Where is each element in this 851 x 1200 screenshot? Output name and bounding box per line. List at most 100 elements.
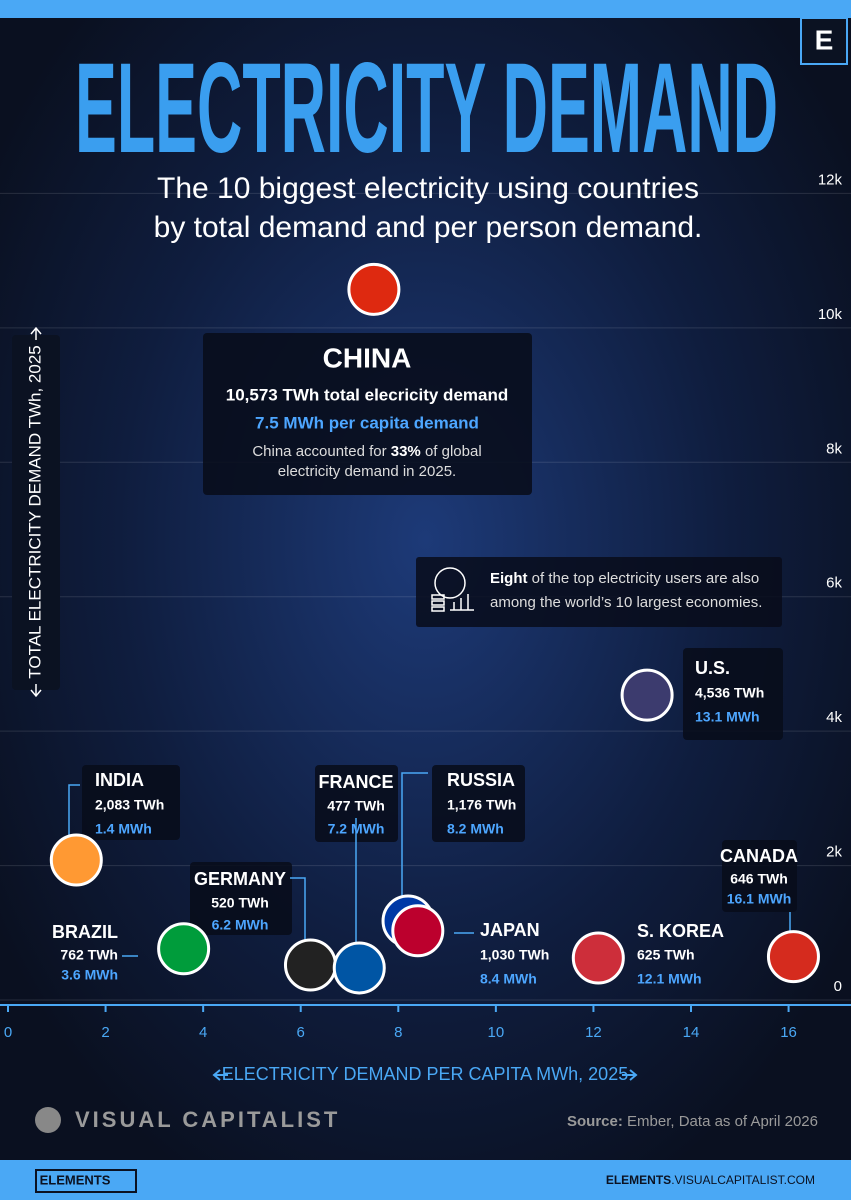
flag-point	[766, 930, 820, 984]
annotation-part: Eight	[490, 570, 528, 587]
point-name: JAPAN	[480, 920, 540, 940]
y-tick-label: 4k	[826, 709, 842, 726]
value-label: 10,573 TWh total elecricity demand	[226, 385, 508, 404]
x-axis-arrows	[212, 1069, 638, 1081]
point-name: INDIA	[95, 770, 144, 790]
labels: CHINA 10,573 TWh total elecricity demand 7…	[52, 342, 798, 986]
annotation: Eight of the top electricity users are a…	[490, 570, 759, 587]
x-tick-label: 0	[4, 1024, 12, 1041]
y-tick-label: 12k	[818, 171, 843, 188]
connector	[401, 772, 428, 902]
value-label: 2,083 TWh	[95, 797, 164, 813]
x-tick-label: 6	[297, 1024, 305, 1041]
label-box	[203, 333, 532, 495]
y-axis-label-box	[12, 335, 60, 690]
y-tick-label: 0	[834, 978, 842, 995]
marks	[49, 262, 820, 995]
source-part: Ember, Data as of April 2026	[623, 1113, 818, 1130]
label-box	[683, 648, 783, 740]
x-tick-label: 12	[585, 1024, 602, 1041]
x-value-label: 8.2 MWh	[447, 821, 504, 837]
y-tick-label: 10k	[818, 306, 843, 323]
url-part: .VISUALCAPITALIST.COM	[671, 1173, 815, 1187]
label-box	[315, 765, 398, 842]
x-axis-label: ELECTRICITY DEMAND PER CAPITA MWh, 2025	[222, 1064, 628, 1084]
logo: E	[815, 24, 834, 55]
x-value-label: 7.5 MWh per capita demand	[255, 413, 479, 432]
connector	[68, 784, 80, 842]
y-axis-label: TOTAL ELECTRICITY DEMAND TWh, 2025	[25, 345, 44, 678]
label-box	[432, 765, 525, 842]
y-tick-label: 2k	[826, 844, 842, 861]
subtitle: by total demand and per person demand.	[154, 211, 703, 244]
annotation-part: 33%	[391, 443, 421, 460]
x-tick-label: 14	[683, 1024, 700, 1041]
annotation-box	[416, 557, 782, 627]
x-value-label: 16.1 MWh	[727, 891, 792, 907]
x-value-label: 13.1 MWh	[695, 709, 760, 725]
x-value-label: 7.2 MWh	[328, 821, 385, 837]
flag-point	[620, 668, 674, 722]
flag-point	[283, 938, 337, 992]
url: ELEMENTS.VISUALCAPITALIST.COM	[606, 1173, 815, 1187]
x-tick-label: 4	[199, 1024, 207, 1041]
annotation-part: China accounted for	[252, 443, 390, 460]
connectors	[68, 772, 791, 957]
label-box	[190, 862, 292, 935]
point-name: S. KOREA	[637, 921, 724, 941]
x-tick-label: 8	[394, 1024, 402, 1041]
flag-point	[347, 262, 401, 316]
value-label: 4,536 TWh	[695, 685, 764, 701]
flag-point	[571, 931, 625, 985]
point-name: FRANCE	[319, 772, 394, 792]
value-label: 646 TWh	[730, 871, 788, 887]
annotation: China accounted for 33% of global	[252, 443, 481, 460]
url-part: ELEMENTS	[606, 1173, 671, 1187]
connector	[290, 877, 306, 946]
source: Source: Ember, Data as of April 2026	[567, 1113, 818, 1130]
x-value-label: 8.4 MWh	[480, 971, 537, 987]
point-name: U.S.	[695, 658, 730, 678]
value-label: 762 TWh	[60, 947, 118, 963]
value-label: 520 TWh	[211, 895, 269, 911]
chart-title: ELECTRICITY DEMAND	[75, 37, 778, 180]
brand: VISUAL CAPITALIST	[75, 1107, 340, 1132]
value-label: 1,030 TWh	[480, 947, 549, 963]
flag-point	[157, 922, 211, 976]
subtitle: The 10 biggest electricity using countri…	[157, 172, 699, 205]
flag-point	[49, 833, 103, 887]
annotation: among the world’s 10 largest economies.	[490, 594, 762, 611]
economy-icon	[431, 567, 474, 612]
point-name: CANADA	[720, 846, 798, 866]
elements-logo: ELEMENTS	[40, 1172, 111, 1187]
label-box	[82, 765, 180, 840]
label-boxes	[82, 333, 797, 935]
elements-box	[35, 1169, 137, 1193]
point-name: RUSSIA	[447, 770, 515, 790]
annotation: electricity demand in 2025.	[278, 463, 456, 480]
y-tick-label: 8k	[826, 440, 842, 457]
label-box	[722, 840, 797, 912]
point-name: BRAZIL	[52, 922, 118, 942]
x-tick-label: 10	[488, 1024, 505, 1041]
logo-box	[800, 17, 848, 65]
value-label: 1,176 TWh	[447, 797, 516, 813]
bottom-bar	[0, 1160, 851, 1200]
y-tick-label: 6k	[826, 575, 842, 592]
source-part: Source:	[567, 1113, 623, 1130]
x-value-label: 6.2 MWh	[212, 917, 269, 933]
flag-point	[391, 904, 445, 958]
x-tick-label: 2	[101, 1024, 109, 1041]
x-value-label: 12.1 MWh	[637, 971, 702, 987]
annotation-part: of global	[421, 443, 482, 460]
value-label: 477 TWh	[327, 798, 385, 814]
x-value-label: 3.6 MWh	[61, 967, 118, 983]
brand-icon	[35, 1107, 61, 1133]
annotation-part: of the top electricity users are also	[528, 570, 760, 587]
top-bar	[0, 0, 851, 18]
x-value-label: 1.4 MWh	[95, 821, 152, 837]
value-label: 625 TWh	[637, 947, 695, 963]
point-name: GERMANY	[194, 869, 286, 889]
